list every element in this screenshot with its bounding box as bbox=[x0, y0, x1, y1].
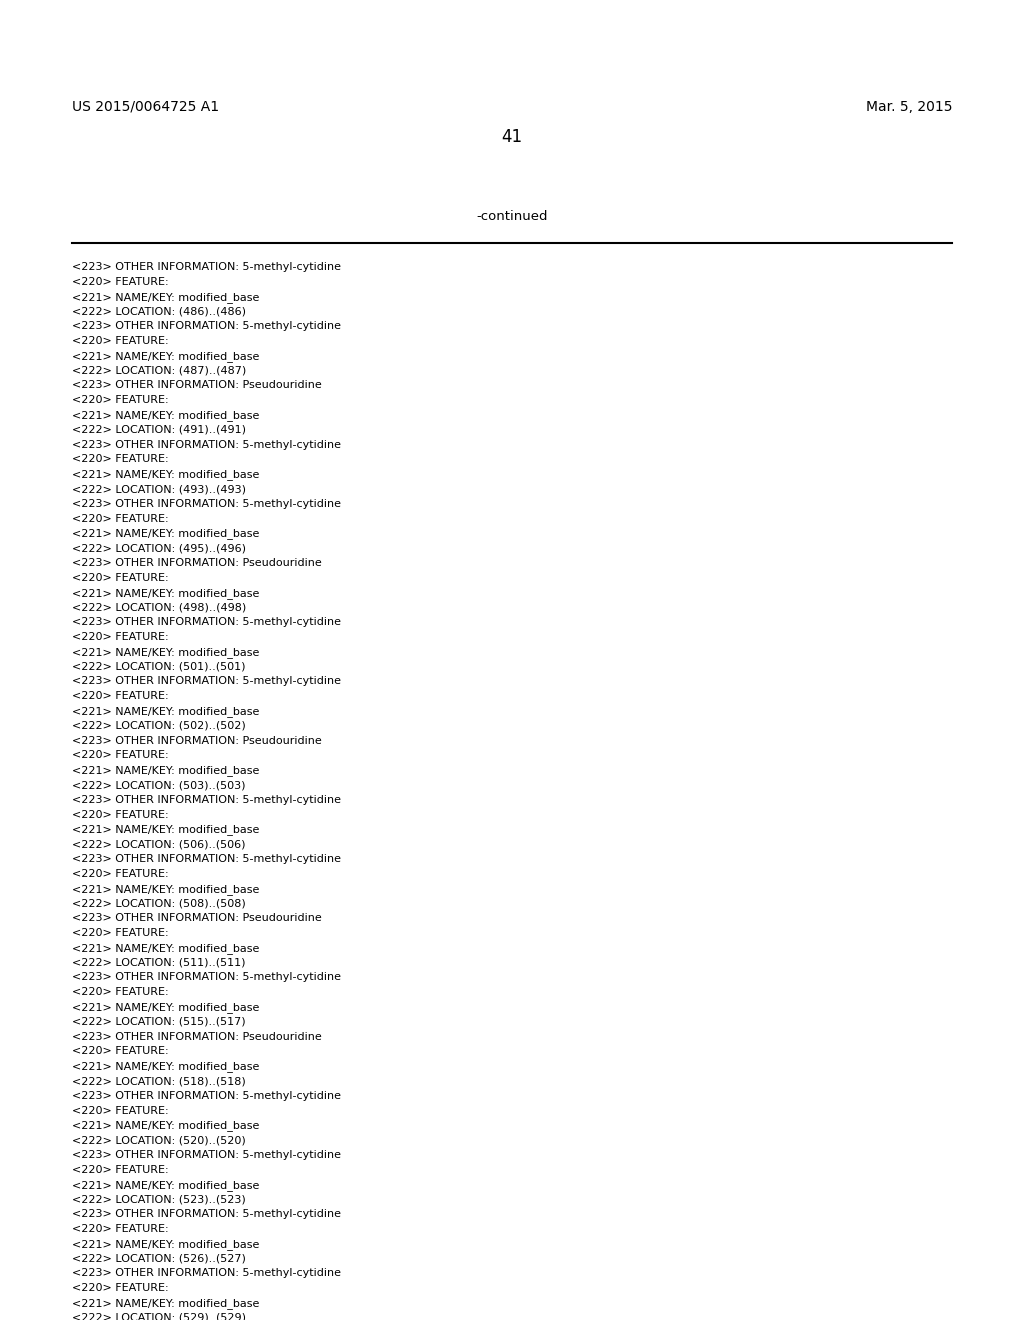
Text: <223> OTHER INFORMATION: 5-methyl-cytidine: <223> OTHER INFORMATION: 5-methyl-cytidi… bbox=[72, 440, 341, 450]
Text: <222> LOCATION: (506)..(506): <222> LOCATION: (506)..(506) bbox=[72, 840, 246, 849]
Text: <222> LOCATION: (498)..(498): <222> LOCATION: (498)..(498) bbox=[72, 602, 246, 612]
Text: <223> OTHER INFORMATION: 5-methyl-cytidine: <223> OTHER INFORMATION: 5-methyl-cytidi… bbox=[72, 854, 341, 865]
Text: <223> OTHER INFORMATION: Pseudouridine: <223> OTHER INFORMATION: Pseudouridine bbox=[72, 1032, 322, 1041]
Text: <223> OTHER INFORMATION: 5-methyl-cytidine: <223> OTHER INFORMATION: 5-methyl-cytidi… bbox=[72, 973, 341, 982]
Text: <223> OTHER INFORMATION: 5-methyl-cytidine: <223> OTHER INFORMATION: 5-methyl-cytidi… bbox=[72, 321, 341, 331]
Text: <221> NAME/KEY: modified_base: <221> NAME/KEY: modified_base bbox=[72, 469, 259, 480]
Text: <223> OTHER INFORMATION: Pseudouridine: <223> OTHER INFORMATION: Pseudouridine bbox=[72, 380, 322, 391]
Text: <220> FEATURE:: <220> FEATURE: bbox=[72, 869, 169, 879]
Text: <222> LOCATION: (493)..(493): <222> LOCATION: (493)..(493) bbox=[72, 484, 246, 494]
Text: <220> FEATURE:: <220> FEATURE: bbox=[72, 692, 169, 701]
Text: <220> FEATURE:: <220> FEATURE: bbox=[72, 1164, 169, 1175]
Text: <220> FEATURE:: <220> FEATURE: bbox=[72, 277, 169, 286]
Text: <222> LOCATION: (487)..(487): <222> LOCATION: (487)..(487) bbox=[72, 366, 246, 376]
Text: <222> LOCATION: (515)..(517): <222> LOCATION: (515)..(517) bbox=[72, 1016, 246, 1027]
Text: <220> FEATURE:: <220> FEATURE: bbox=[72, 750, 169, 760]
Text: <221> NAME/KEY: modified_base: <221> NAME/KEY: modified_base bbox=[72, 1180, 259, 1191]
Text: <222> LOCATION: (520)..(520): <222> LOCATION: (520)..(520) bbox=[72, 1135, 246, 1146]
Text: <221> NAME/KEY: modified_base: <221> NAME/KEY: modified_base bbox=[72, 411, 259, 421]
Text: <221> NAME/KEY: modified_base: <221> NAME/KEY: modified_base bbox=[72, 706, 259, 717]
Text: <220> FEATURE:: <220> FEATURE: bbox=[72, 632, 169, 642]
Text: <223> OTHER INFORMATION: 5-methyl-cytidine: <223> OTHER INFORMATION: 5-methyl-cytidi… bbox=[72, 676, 341, 686]
Text: <222> LOCATION: (511)..(511): <222> LOCATION: (511)..(511) bbox=[72, 957, 246, 968]
Text: <220> FEATURE:: <220> FEATURE: bbox=[72, 809, 169, 820]
Text: <222> LOCATION: (486)..(486): <222> LOCATION: (486)..(486) bbox=[72, 306, 246, 317]
Text: <221> NAME/KEY: modified_base: <221> NAME/KEY: modified_base bbox=[72, 292, 259, 302]
Text: <222> LOCATION: (501)..(501): <222> LOCATION: (501)..(501) bbox=[72, 661, 246, 672]
Text: US 2015/0064725 A1: US 2015/0064725 A1 bbox=[72, 100, 219, 114]
Text: <220> FEATURE:: <220> FEATURE: bbox=[72, 928, 169, 939]
Text: <223> OTHER INFORMATION: Pseudouridine: <223> OTHER INFORMATION: Pseudouridine bbox=[72, 913, 322, 923]
Text: <222> LOCATION: (495)..(496): <222> LOCATION: (495)..(496) bbox=[72, 544, 246, 553]
Text: <223> OTHER INFORMATION: 5-methyl-cytidine: <223> OTHER INFORMATION: 5-methyl-cytidi… bbox=[72, 1209, 341, 1220]
Text: <220> FEATURE:: <220> FEATURE: bbox=[72, 573, 169, 583]
Text: <223> OTHER INFORMATION: 5-methyl-cytidine: <223> OTHER INFORMATION: 5-methyl-cytidi… bbox=[72, 795, 341, 805]
Text: <221> NAME/KEY: modified_base: <221> NAME/KEY: modified_base bbox=[72, 942, 259, 954]
Text: <222> LOCATION: (518)..(518): <222> LOCATION: (518)..(518) bbox=[72, 1076, 246, 1086]
Text: <221> NAME/KEY: modified_base: <221> NAME/KEY: modified_base bbox=[72, 1061, 259, 1072]
Text: 41: 41 bbox=[502, 128, 522, 147]
Text: <221> NAME/KEY: modified_base: <221> NAME/KEY: modified_base bbox=[72, 1121, 259, 1131]
Text: <221> NAME/KEY: modified_base: <221> NAME/KEY: modified_base bbox=[72, 647, 259, 657]
Text: <221> NAME/KEY: modified_base: <221> NAME/KEY: modified_base bbox=[72, 528, 259, 540]
Text: <222> LOCATION: (526)..(527): <222> LOCATION: (526)..(527) bbox=[72, 1254, 246, 1263]
Text: <220> FEATURE:: <220> FEATURE: bbox=[72, 513, 169, 524]
Text: <221> NAME/KEY: modified_base: <221> NAME/KEY: modified_base bbox=[72, 1002, 259, 1012]
Text: <223> OTHER INFORMATION: 5-methyl-cytidine: <223> OTHER INFORMATION: 5-methyl-cytidi… bbox=[72, 499, 341, 508]
Text: <220> FEATURE:: <220> FEATURE: bbox=[72, 987, 169, 997]
Text: <222> LOCATION: (502)..(502): <222> LOCATION: (502)..(502) bbox=[72, 721, 246, 731]
Text: <221> NAME/KEY: modified_base: <221> NAME/KEY: modified_base bbox=[72, 351, 259, 362]
Text: <222> LOCATION: (508)..(508): <222> LOCATION: (508)..(508) bbox=[72, 899, 246, 908]
Text: <221> NAME/KEY: modified_base: <221> NAME/KEY: modified_base bbox=[72, 766, 259, 776]
Text: <223> OTHER INFORMATION: 5-methyl-cytidine: <223> OTHER INFORMATION: 5-methyl-cytidi… bbox=[72, 1269, 341, 1278]
Text: <220> FEATURE:: <220> FEATURE: bbox=[72, 1106, 169, 1115]
Text: <223> OTHER INFORMATION: 5-methyl-cytidine: <223> OTHER INFORMATION: 5-methyl-cytidi… bbox=[72, 1150, 341, 1160]
Text: <223> OTHER INFORMATION: Pseudouridine: <223> OTHER INFORMATION: Pseudouridine bbox=[72, 735, 322, 746]
Text: <221> NAME/KEY: modified_base: <221> NAME/KEY: modified_base bbox=[72, 1238, 259, 1250]
Text: <223> OTHER INFORMATION: 5-methyl-cytidine: <223> OTHER INFORMATION: 5-methyl-cytidi… bbox=[72, 261, 341, 272]
Text: <223> OTHER INFORMATION: 5-methyl-cytidine: <223> OTHER INFORMATION: 5-methyl-cytidi… bbox=[72, 1090, 341, 1101]
Text: <220> FEATURE:: <220> FEATURE: bbox=[72, 395, 169, 405]
Text: <220> FEATURE:: <220> FEATURE: bbox=[72, 1047, 169, 1056]
Text: <223> OTHER INFORMATION: 5-methyl-cytidine: <223> OTHER INFORMATION: 5-methyl-cytidi… bbox=[72, 618, 341, 627]
Text: <222> LOCATION: (491)..(491): <222> LOCATION: (491)..(491) bbox=[72, 425, 246, 434]
Text: <221> NAME/KEY: modified_base: <221> NAME/KEY: modified_base bbox=[72, 825, 259, 836]
Text: Mar. 5, 2015: Mar. 5, 2015 bbox=[865, 100, 952, 114]
Text: <221> NAME/KEY: modified_base: <221> NAME/KEY: modified_base bbox=[72, 587, 259, 598]
Text: <220> FEATURE:: <220> FEATURE: bbox=[72, 454, 169, 465]
Text: <220> FEATURE:: <220> FEATURE: bbox=[72, 337, 169, 346]
Text: <223> OTHER INFORMATION: Pseudouridine: <223> OTHER INFORMATION: Pseudouridine bbox=[72, 558, 322, 568]
Text: <221> NAME/KEY: modified_base: <221> NAME/KEY: modified_base bbox=[72, 883, 259, 895]
Text: <220> FEATURE:: <220> FEATURE: bbox=[72, 1283, 169, 1294]
Text: <222> LOCATION: (523)..(523): <222> LOCATION: (523)..(523) bbox=[72, 1195, 246, 1204]
Text: <221> NAME/KEY: modified_base: <221> NAME/KEY: modified_base bbox=[72, 1298, 259, 1309]
Text: <222> LOCATION: (529)..(529): <222> LOCATION: (529)..(529) bbox=[72, 1313, 246, 1320]
Text: <220> FEATURE:: <220> FEATURE: bbox=[72, 1224, 169, 1234]
Text: <222> LOCATION: (503)..(503): <222> LOCATION: (503)..(503) bbox=[72, 780, 246, 789]
Text: -continued: -continued bbox=[476, 210, 548, 223]
